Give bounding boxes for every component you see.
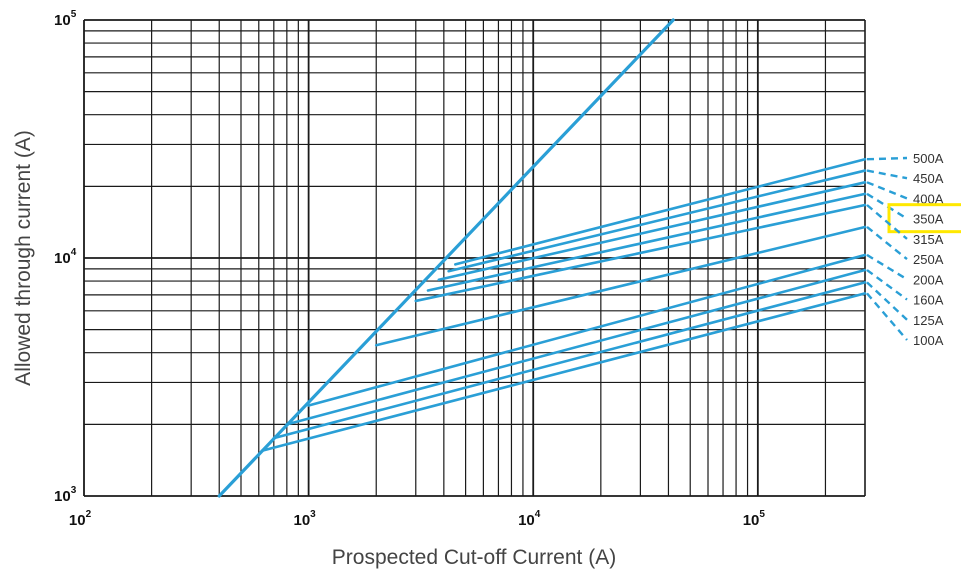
- y-tick-label: 104: [54, 247, 77, 267]
- leader-line-250A: [866, 226, 908, 261]
- series-line-100A: [260, 292, 867, 453]
- leader-line-450A: [866, 169, 908, 180]
- peak-current-line: [217, 18, 675, 498]
- x-axis-title: Prospected Cut-off Current (A): [332, 546, 616, 569]
- series-line-250A: [374, 225, 867, 347]
- rating-label-500A: 500A: [913, 151, 944, 166]
- rating-label-315A: 315A: [913, 232, 944, 247]
- x-tick-label: 103: [293, 509, 316, 529]
- series-line-400A: [437, 181, 867, 282]
- rating-label-100A: 100A: [913, 333, 944, 348]
- x-tick-label: 105: [743, 509, 766, 529]
- rating-label-400A: 400A: [913, 191, 944, 206]
- rating-labels: 500A 450A 400A 350A 315A 250A 200A 160A 125A 100A: [866, 151, 961, 348]
- y-tick-label: 105: [54, 9, 77, 29]
- rating-label-200A: 200A: [913, 272, 944, 287]
- leader-line-200A: [866, 253, 908, 281]
- series-line-125A: [272, 281, 867, 440]
- rating-label-250A: 250A: [913, 252, 944, 267]
- grid: [83, 19, 866, 497]
- rating-label-450A: 450A: [913, 171, 944, 186]
- series-line-450A: [447, 169, 867, 273]
- y-axis-title: Allowed through current (A): [12, 130, 35, 386]
- series-lines: [217, 18, 867, 498]
- leader-line-500A: [866, 156, 908, 161]
- rating-label-160A: 160A: [913, 293, 944, 308]
- series-line-160A: [285, 268, 867, 426]
- highlight-box: [887, 203, 961, 234]
- leader-line-315A: [866, 204, 908, 240]
- leader-line-350A: [866, 192, 908, 220]
- series-line-315A: [414, 203, 867, 303]
- leader-line-100A: [866, 292, 908, 341]
- series-line-350A: [426, 192, 867, 292]
- x-tick-label: 104: [518, 509, 541, 529]
- series-line-200A: [307, 253, 867, 407]
- tick-labels: 102 103 104 105 103 104 105: [54, 9, 765, 529]
- rating-label-125A: 125A: [913, 313, 944, 328]
- leader-line-400A: [866, 181, 908, 200]
- series-line-500A: [454, 157, 867, 266]
- x-tick-label: 102: [69, 509, 92, 529]
- y-tick-label: 103: [54, 485, 77, 505]
- leader-line-125A: [866, 281, 908, 321]
- rating-label-350A: 350A: [913, 212, 944, 227]
- leader-line-160A: [866, 269, 908, 301]
